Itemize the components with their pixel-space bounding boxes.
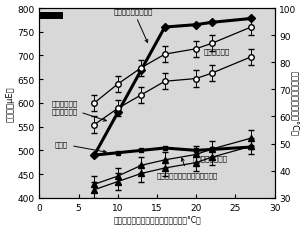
Text: 蛍光ランプ端
（＋反射板）: 蛍光ランプ端 （＋反射板） [51, 100, 106, 122]
Text: 蛍光ランプ端: 蛍光ランプ端 [204, 48, 230, 55]
Text: 蛍光ランプ中央部（＋反射板）: 蛍光ランプ中央部（＋反射板） [157, 158, 218, 178]
Y-axis label: 蛍光ランプ表面温度（°C）: 蛍光ランプ表面温度（°C） [290, 71, 300, 136]
Text: 光強度（＋反射板）: 光強度（＋反射板） [114, 9, 153, 43]
Y-axis label: 光強度（μE）: 光強度（μE） [5, 86, 15, 121]
Text: 光強度: 光強度 [55, 141, 106, 153]
Text: 蛍光ランプ中央部: 蛍光ランプ中央部 [192, 155, 227, 162]
X-axis label: 人工気象室内気温（测気笹内温度，°C）: 人工気象室内気温（测気笹内温度，°C） [113, 215, 201, 224]
